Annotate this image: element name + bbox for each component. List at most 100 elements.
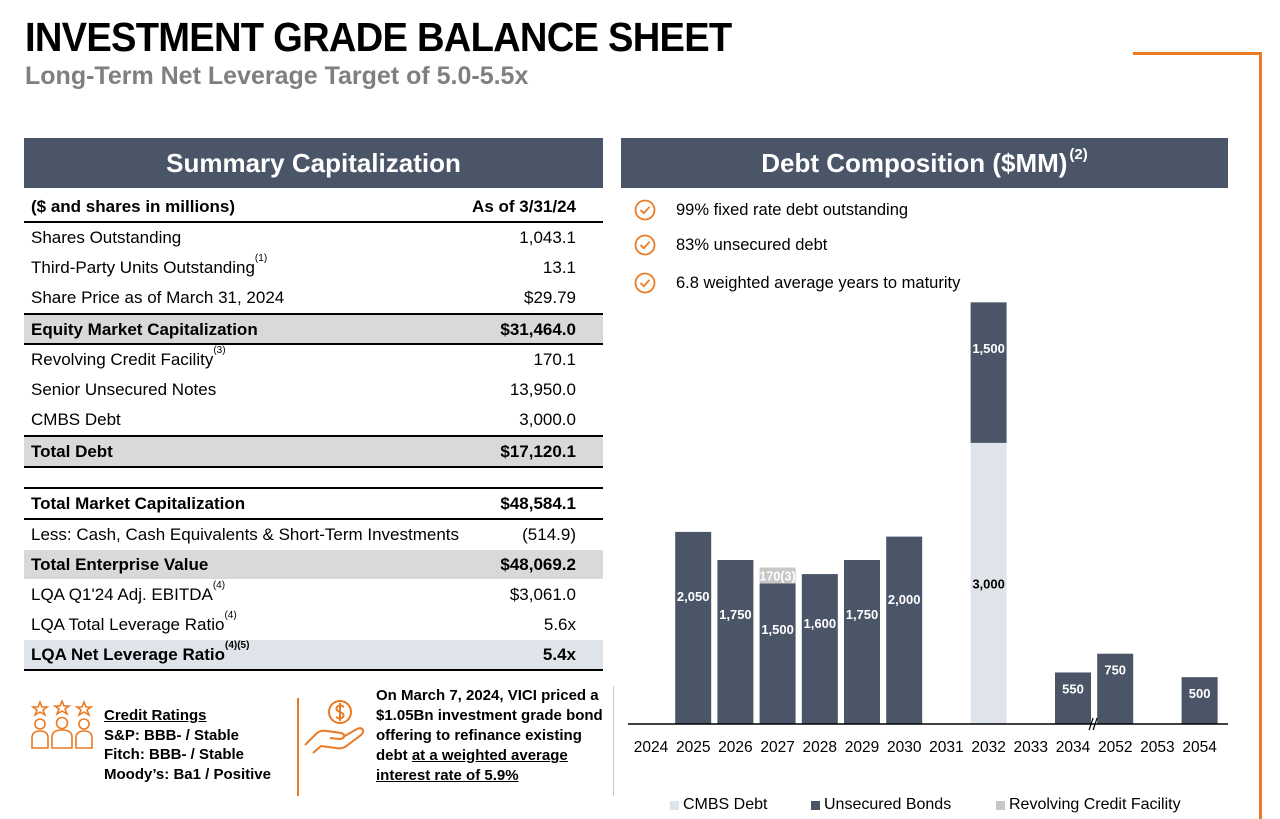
row-value: $31,464.0 [500,320,576,339]
legend-unsecured: Unsecured Bonds [811,796,951,814]
row-label: Total Debt [31,442,113,462]
row-label: Total Enterprise Value [31,555,208,575]
table-row: Senior Unsecured Notes 13,950.0 [24,375,603,405]
bar-revolver-2027 [759,567,796,584]
row-label-text: Total Debt [31,441,113,461]
row-label: LQA Net Leverage Ratio(4)(5) [31,640,249,665]
row-label-text: LQA Net Leverage Ratio [31,644,225,664]
row-value: 13.1 [542,258,576,277]
table-row: Total Debt $17,120.1 [24,437,603,466]
legend-swatch-revolver [996,800,1005,810]
debt-bullet-text: 99% fixed rate debt outstanding [676,200,909,219]
table-row: Total Market Capitalization $48,584.1 [24,489,603,518]
row-label: Third-Party Units Outstanding(1) [31,253,267,278]
bar-label-unsecured-2054: 500 [1189,686,1211,701]
footnote-marker: (4)(5) [224,639,250,651]
legend-cmbs: CMBS Debt [670,796,767,814]
bar-label-unsecured-2027: 1,500 [761,622,794,637]
dollar-hand-icon [304,700,365,754]
row-label-text: CMBS Debt [31,410,121,429]
row-label: Less: Cash, Cash Equivalents & Short-Ter… [31,525,459,545]
legend-label-unsecured: Unsecured Bonds [824,796,952,813]
footnote-marker: (4) [212,580,226,592]
x-tick-2053: 2053 [1140,739,1174,756]
offering-rate: at a weighted average interest rate of 5… [376,747,568,784]
check-circle-icon [634,199,656,221]
row-label: LQA Q1'24 Adj. EBITDA(4) [31,580,225,605]
row-label-text: Total Market Capitalization [31,493,246,513]
row-value: $3,061.0 [509,585,576,604]
divider [24,221,603,223]
footnote-marker: (1) [254,253,268,265]
x-tick-2031: 2031 [929,739,963,756]
credit-ratings-title: Credit Ratings [104,707,207,724]
x-tick-2026: 2026 [718,739,752,756]
x-tick-2032: 2032 [971,739,1005,756]
debt-bullet-text: 83% unsecured debt [676,235,828,254]
bar-unsecured-2052 [1097,653,1134,724]
accent-line-horizontal [1133,52,1262,55]
legend-label-revolver: Revolving Credit Facility [1009,796,1181,813]
row-value: 13,950.0 [509,380,576,399]
table-row: Less: Cash, Cash Equivalents & Short-Ter… [24,520,603,550]
bar-unsecured-2030 [886,536,923,724]
rating-moodys: Moody’s: Ba1 / Positive [104,765,271,783]
row-label: Equity Market Capitalization [31,320,258,340]
bond-offering-note: On March 7, 2024, VICI priced a $1.05Bn … [376,686,612,786]
row-value: $17,120.1 [500,441,576,461]
row-value: 5.6x [543,615,576,634]
divider [24,466,603,468]
bar-label-unsecured-2052: 750 [1104,663,1126,678]
x-tick-2033: 2033 [1014,739,1048,756]
x-tick-2054: 2054 [1182,739,1217,756]
divider [297,698,299,796]
bar-label-unsecured-2029: 1,750 [846,607,879,622]
legend-swatch-cmbs [670,800,679,810]
divider [24,313,603,315]
x-tick-2025: 2025 [676,739,710,756]
table-row: Share Price as of March 31, 2024 $29.79 [24,283,603,313]
table-header-row: ($ and shares in millions) As of 3/31/24 [24,192,603,221]
row-label: LQA Total Leverage Ratio(4) [31,610,237,635]
table-row: Revolving Credit Facility(3) 170.1 [24,345,603,375]
row-label-text: Share Price as of March 31, 2024 [31,288,285,307]
row-label-text: Senior Unsecured Notes [31,380,217,399]
bar-unsecured-2025 [675,531,712,724]
bar-unsecured-2032 [970,302,1007,443]
bar-unsecured-2026 [717,560,754,724]
row-label-text: Total Enterprise Value [31,554,209,574]
page-subtitle: Long-Term Net Leverage Target of 5.0-5.5… [25,62,529,90]
column-label: ($ and shares in millions) [31,196,236,216]
row-value: (514.9) [522,525,576,544]
table-row: Equity Market Capitalization $31,464.0 [24,315,603,345]
table-row: LQA Net Leverage Ratio(4)(5) 5.4x [24,640,603,669]
column-date: As of 3/31/24 [472,196,576,216]
offering-text: On March 7, 2024, VICI priced a $1.05Bn … [376,687,603,764]
row-value: $48,584.1 [500,493,576,513]
row-value: 5.4x [542,644,576,664]
rating-sp: S&P: BBB- / Stable [104,726,240,744]
debt-bullet: 83% unsecured debt [634,234,827,256]
row-label: CMBS Debt [31,410,121,430]
row-label: Senior Unsecured Notes [31,380,216,400]
row-value: 1,043.1 [519,228,576,247]
bar-unsecured-2028 [801,574,838,724]
row-label: Total Market Capitalization [31,494,245,514]
bar-cmbs-2032 [970,442,1007,724]
debt-bullet: 99% fixed rate debt outstanding [634,199,908,221]
bar-label-unsecured-2028: 1,600 [804,616,837,631]
divider [24,487,603,489]
row-label-text: LQA Total Leverage Ratio [31,615,225,634]
legend-revolver: Revolving Credit Facility [996,796,1181,814]
axis-break-mark [1088,717,1094,731]
x-tick-2029: 2029 [845,739,879,756]
footnote-marker: (4) [224,610,237,622]
row-label-text: LQA Q1'24 Adj. EBITDA [31,585,213,604]
divider [24,669,603,671]
x-tick-2052: 2052 [1098,739,1132,756]
x-tick-2027: 2027 [760,739,794,756]
x-tick-2024: 2024 [634,739,669,756]
row-value: 170.1 [533,350,576,369]
check-circle-icon [634,234,656,256]
bar-unsecured-2034 [1055,672,1091,724]
